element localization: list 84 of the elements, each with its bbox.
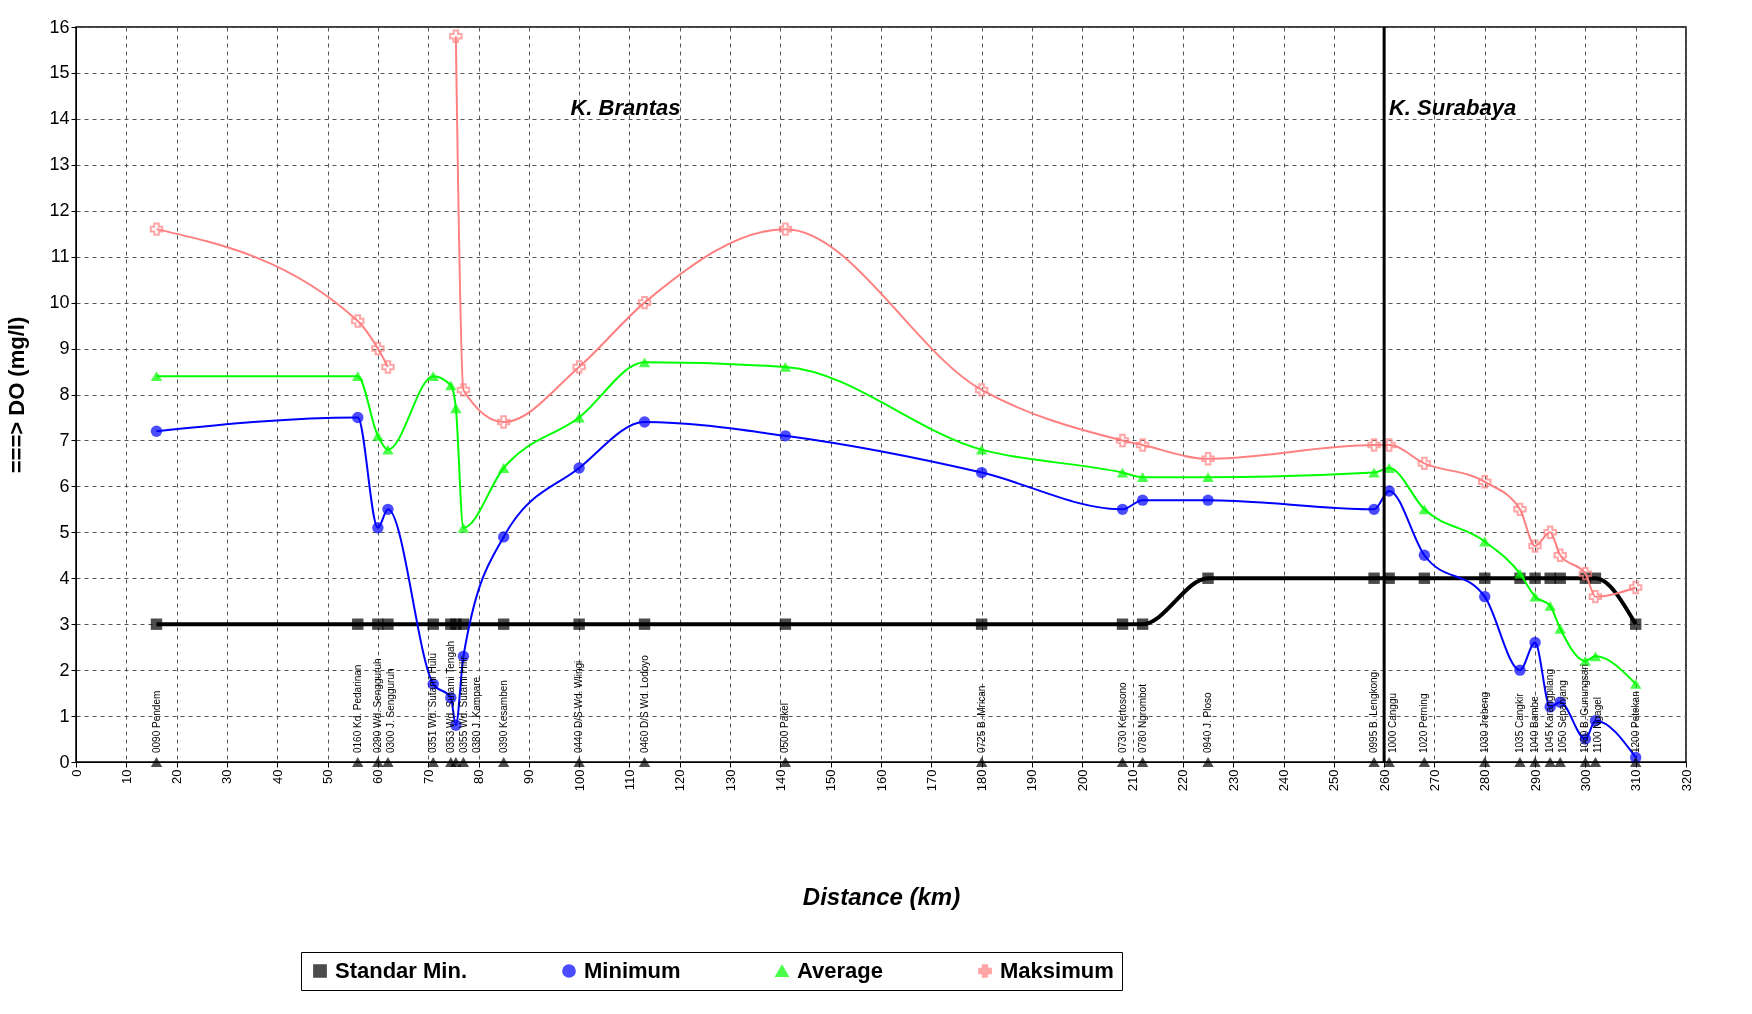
x-tick-label: 110 xyxy=(621,769,637,791)
annotation: 0460 D/S Wd. Lodoyo xyxy=(638,654,650,753)
annotation: 0730 Kertosono xyxy=(1116,681,1128,753)
annotation: K. Surabaya xyxy=(1388,94,1517,120)
x-tick-label: 250 xyxy=(1326,769,1342,792)
annotation: 0300 J. Sengguruh xyxy=(384,668,396,753)
x-tick-label: 190 xyxy=(1024,769,1040,792)
x-tick-label: 290 xyxy=(1527,769,1543,792)
x-tick-label: 60 xyxy=(370,769,386,784)
annotation: 0355 Wd. Sutami Hilir xyxy=(457,655,469,753)
x-tick-label: 270 xyxy=(1426,769,1442,792)
y-tick-label: 3 xyxy=(59,613,70,634)
x-tick-label: 220 xyxy=(1175,769,1191,792)
x-tick-label: 260 xyxy=(1376,769,1392,792)
x-tick-label: 90 xyxy=(521,769,537,784)
legend-label: Average xyxy=(797,958,884,983)
annotation: 0160 Kd. Pedarinan xyxy=(351,664,363,753)
y-tick-label: 11 xyxy=(50,246,70,267)
x-tick-label: 150 xyxy=(823,769,839,792)
y-tick-label: 7 xyxy=(59,429,70,450)
x-tick-label: 280 xyxy=(1477,769,1493,792)
annotation: 0353 Wd. Sutami Tengah xyxy=(444,640,456,753)
y-tick-label: 1 xyxy=(59,705,70,726)
annotation: 1035 Cangkir xyxy=(1513,692,1525,753)
x-tick-label: 310 xyxy=(1628,769,1644,792)
x-tick-label: 140 xyxy=(772,769,788,792)
annotation: 1200 Petekan xyxy=(1629,691,1641,753)
annotation: 0725 B. Mrican xyxy=(975,685,987,753)
x-tick-label: 80 xyxy=(471,769,486,784)
x-tick-label: 30 xyxy=(219,769,235,784)
annotation: 1040 Bambe xyxy=(1529,695,1541,753)
annotation: 0351 Wd. Sutami Hulu xyxy=(427,652,439,753)
y-tick-label: 6 xyxy=(59,475,70,496)
annotation: 0440 D/S Wd. Wlingi xyxy=(573,660,585,753)
annotation: 1100 Ngagel xyxy=(1592,697,1604,753)
y-tick-label: 14 xyxy=(49,108,70,129)
y-tick-label: 10 xyxy=(49,292,70,313)
x-tick-label: 10 xyxy=(118,769,134,784)
x-tick-label: 180 xyxy=(974,769,990,792)
x-tick-label: 230 xyxy=(1225,769,1241,792)
x-tick-label: 300 xyxy=(1577,769,1593,792)
x-tick-label: 240 xyxy=(1276,769,1291,792)
annotation: 0380 J. Kampare xyxy=(470,676,482,753)
y-tick-label: 8 xyxy=(59,384,70,404)
x-tick-label: 70 xyxy=(420,769,436,784)
x-tick-label: 320 xyxy=(1678,769,1694,792)
y-tick-label: 4 xyxy=(59,567,70,588)
y-tick-label: 2 xyxy=(59,659,70,680)
annotation: 1020 Perning xyxy=(1418,693,1430,753)
y-axis-title: ===> DO (mg/l) xyxy=(4,316,30,474)
legend-label: Standar Min. xyxy=(335,958,468,983)
y-tick-label: 16 xyxy=(49,16,70,37)
annotation: 0500 Pakel xyxy=(779,702,791,753)
annotation: 0940 J. Ploso xyxy=(1202,691,1214,753)
x-axis-title: Distance (km) xyxy=(802,883,961,911)
annotation: 1045 Karangpilang xyxy=(1544,669,1556,753)
x-tick-label: 120 xyxy=(672,769,688,792)
y-tick-label: 13 xyxy=(49,154,70,175)
x-tick-label: 100 xyxy=(571,769,587,792)
y-tick-label: 5 xyxy=(59,521,70,542)
legend-label: Minimum xyxy=(584,958,681,983)
x-tick-label: 0 xyxy=(68,769,84,777)
x-tick-label: 40 xyxy=(269,769,285,784)
annotation: 0290 Wd. Sengguruh xyxy=(371,658,383,753)
annotation: 1060 B. Gunungsari xyxy=(1579,664,1591,753)
y-tick-label: 12 xyxy=(49,200,70,221)
annotation: 1030 Jrebeng xyxy=(1478,691,1490,753)
annotation: 1050 Sepanjang xyxy=(1557,680,1569,753)
x-tick-label: 130 xyxy=(722,769,738,792)
annotation: 0995 B. Lengkong xyxy=(1368,671,1380,753)
x-tick-label: 20 xyxy=(169,769,185,784)
annotation: 1000 Canggu xyxy=(1387,692,1399,753)
x-tick-label: 50 xyxy=(320,769,336,784)
annotation: 0390 Kesamben xyxy=(497,680,509,753)
legend-label: Maksimum xyxy=(1000,958,1114,983)
x-tick-label: 170 xyxy=(923,769,939,792)
annotation: 0780 Ngrombot xyxy=(1136,683,1148,753)
x-tick-label: 200 xyxy=(1074,769,1090,792)
y-tick-label: 15 xyxy=(49,62,70,83)
x-tick-label: 160 xyxy=(873,769,889,792)
annotation: 0090 Pendem xyxy=(150,690,162,753)
y-tick-label: 9 xyxy=(59,338,70,359)
annotation: K. Brantas xyxy=(570,94,681,120)
x-tick-label: 210 xyxy=(1125,769,1141,792)
